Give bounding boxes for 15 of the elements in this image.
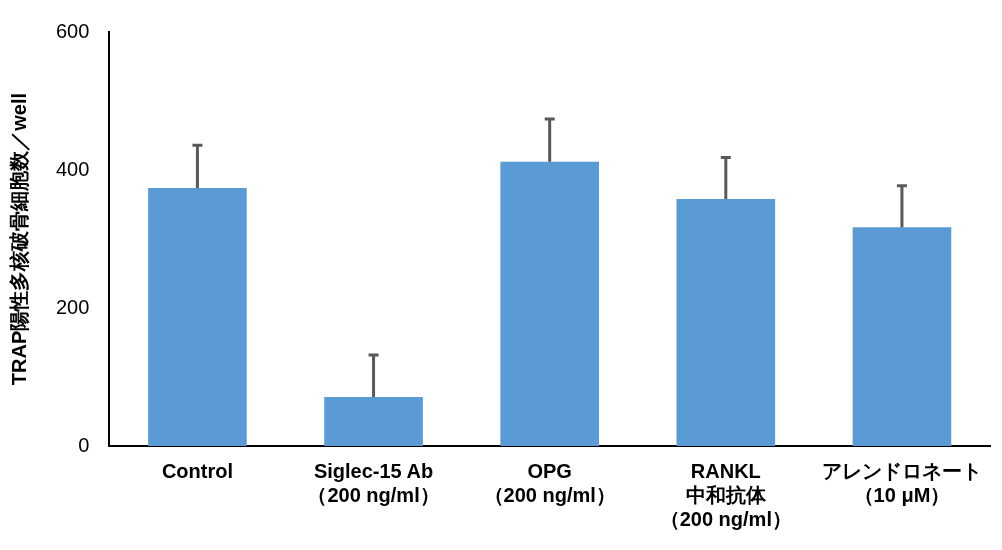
y-tick-label: 0 xyxy=(78,433,90,456)
bar xyxy=(500,161,599,446)
y-tick-label: 400 xyxy=(55,157,90,180)
bar xyxy=(148,187,247,446)
bar xyxy=(676,198,776,446)
x-tick-label: RANKL 中和抗体（200 ng/ml） xyxy=(659,459,792,530)
x-tick-label: Control xyxy=(161,459,233,482)
y-tick-label: 200 xyxy=(55,295,90,318)
x-tick-label: Siglec-15 Ab（200 ng/ml） xyxy=(307,459,440,506)
bar xyxy=(852,227,952,446)
y-tick-label: 600 xyxy=(55,19,90,42)
x-tick-label: OPG（200 ng/ml） xyxy=(483,459,616,506)
bar xyxy=(324,397,423,446)
y-axis-title: TRAP陽性多核破骨細胞数／well xyxy=(7,92,30,386)
x-tick-label: アレンドロネート（10 μM） xyxy=(821,459,982,506)
